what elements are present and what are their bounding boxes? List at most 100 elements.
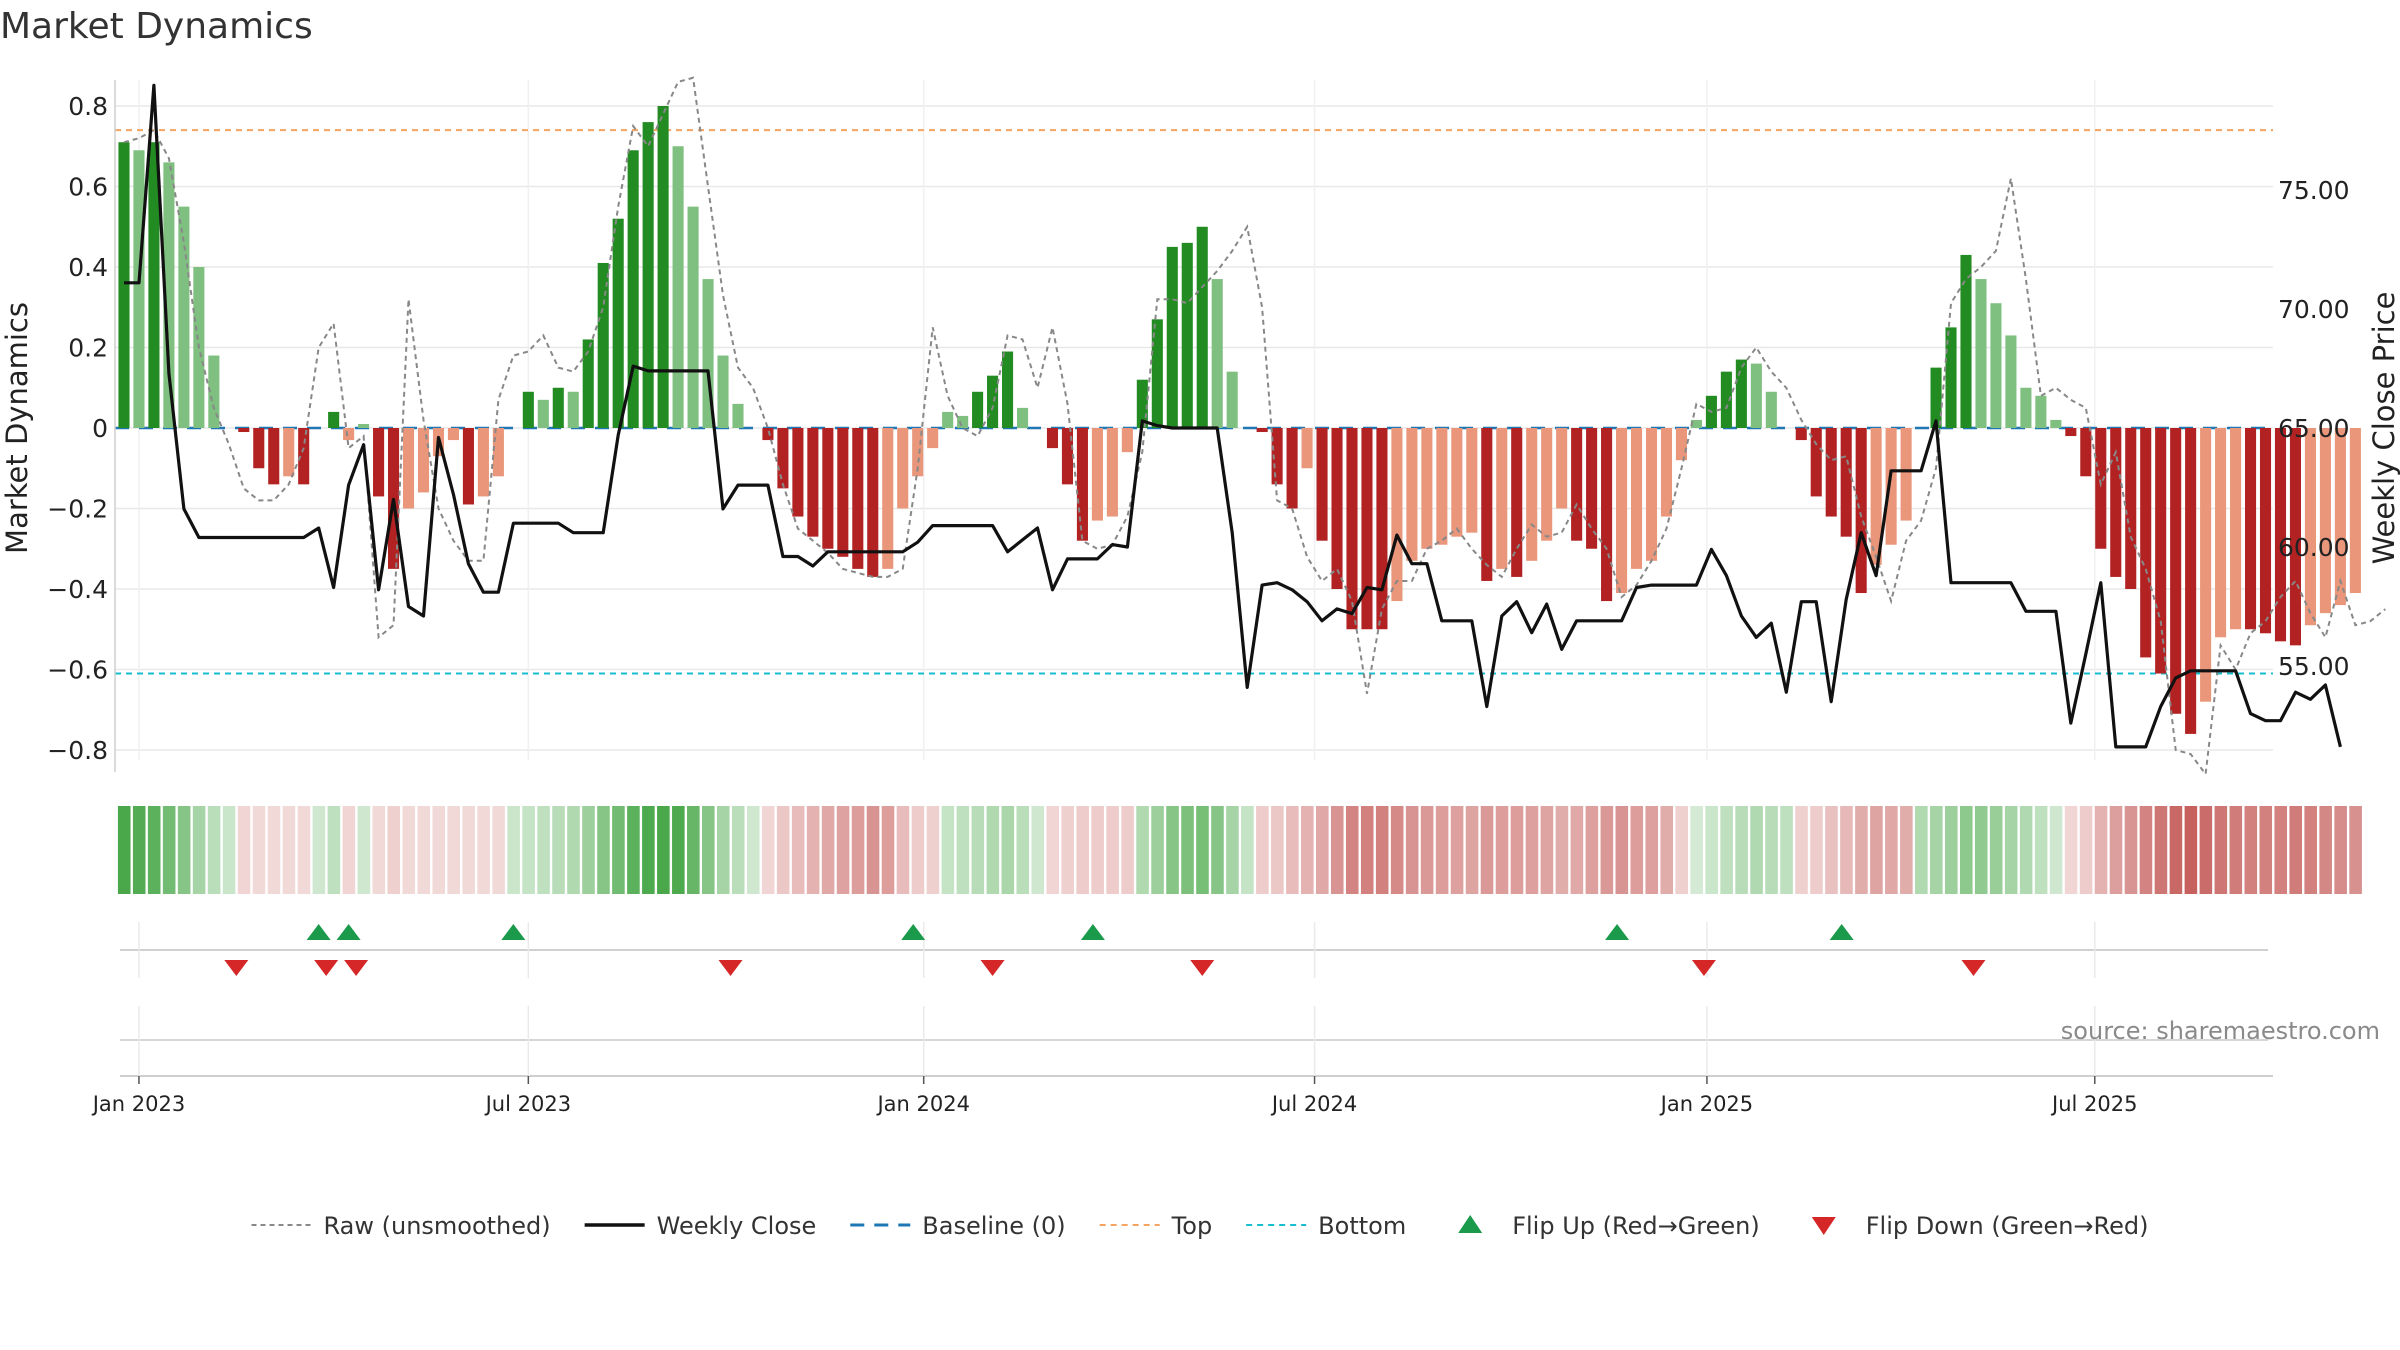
- zone-cell: [1870, 806, 1883, 894]
- dynamics-bar: [732, 403, 744, 428]
- zone-cell: [896, 806, 910, 894]
- dynamics-bar: [957, 415, 969, 428]
- zone-cell: [1885, 806, 1898, 894]
- dynamics-bar: [2095, 428, 2107, 549]
- legend-label: Raw (unsmoothed): [324, 1212, 551, 1240]
- zone-cell: [1211, 806, 1224, 894]
- zone-cell: [1241, 806, 1254, 894]
- legend-label: Flip Up (Red→Green): [1512, 1212, 1760, 1240]
- zone-cell: [971, 806, 985, 894]
- zone-cell: [851, 806, 865, 894]
- legend-label: Flip Down (Green→Red): [1866, 1212, 2149, 1240]
- dynamics-bar: [238, 428, 250, 433]
- dynamics-bar: [1016, 407, 1029, 428]
- zone-cell: [507, 806, 520, 894]
- dynamics-bar: [537, 399, 549, 428]
- x-tick-label: Jan 2025: [1659, 1092, 1754, 1116]
- dynamics-bar: [2170, 428, 2182, 714]
- zone-cell: [1316, 806, 1329, 894]
- dynamics-bar: [1975, 279, 1987, 428]
- weekly-close-line: [124, 83, 2342, 749]
- zone-cell: [297, 806, 311, 894]
- zone-cell: [2289, 806, 2303, 894]
- x-axis: Jan 2023 Jul 2023 Jan 2024 Jul 2024 Jan 2025…: [91, 1076, 2138, 1116]
- raw-series: [123, 76, 2386, 777]
- zone-cell: [117, 806, 131, 894]
- right-tick-label: 55.00: [2278, 652, 2350, 681]
- dynamics-bar: [627, 150, 639, 428]
- dynamics-bar: [118, 142, 130, 428]
- zone-cell: [2004, 806, 2018, 894]
- legend-item-bottom: Bottom: [1246, 1212, 1406, 1240]
- right-tick-label: 60.00: [2278, 533, 2350, 562]
- dynamics-bar: [522, 391, 534, 428]
- flip-up-marker: [501, 924, 526, 940]
- dynamics-bar: [1795, 428, 1807, 441]
- zone-cell: [791, 806, 805, 894]
- dynamics-bar: [837, 428, 849, 557]
- zone-cell: [1435, 806, 1449, 894]
- dynamics-bar: [2349, 428, 2361, 594]
- zone-cell: [597, 806, 610, 894]
- dynamics-bar: [1301, 428, 1313, 469]
- zone-cell: [2109, 806, 2123, 894]
- dynamics-bar: [612, 218, 624, 428]
- dynamics-bar: [2289, 428, 2302, 646]
- zone-cell: [522, 806, 535, 894]
- legend-label: Bottom: [1318, 1212, 1406, 1240]
- zone-cell: [1690, 806, 1703, 894]
- zone-cell: [1780, 806, 1793, 894]
- dynamics-bar: [1840, 428, 1852, 537]
- flip-up-marker: [1829, 924, 1854, 940]
- dynamics-bar: [567, 391, 579, 428]
- zone-cell: [1660, 806, 1674, 894]
- zone-cell: [866, 806, 880, 894]
- legend: Raw (unsmoothed) Weekly Close Baseline (0)…: [251, 1212, 2149, 1240]
- flip-down-marker: [1190, 960, 1215, 976]
- legend-label: Weekly Close: [657, 1212, 817, 1240]
- dynamics-bar: [1316, 428, 1328, 541]
- dynamics-bar: [1002, 351, 1014, 428]
- zone-cell: [1989, 806, 2003, 894]
- zone-cell: [2334, 806, 2347, 894]
- zone-cell: [1465, 806, 1479, 894]
- zone-cell: [926, 806, 940, 894]
- dynamics-bar: [1990, 303, 2002, 428]
- legend-label: Baseline (0): [922, 1212, 1065, 1240]
- dynamics-bar: [492, 428, 504, 477]
- dynamics-bars: [118, 106, 2361, 734]
- dynamics-bar: [358, 423, 370, 428]
- dynamics-bar: [1750, 363, 1762, 428]
- zone-cell: [1106, 806, 1119, 894]
- zone-cell: [687, 806, 700, 894]
- dynamics-bar: [1870, 428, 1882, 565]
- dynamics-bar: [447, 428, 459, 441]
- dynamics-bar: [1286, 428, 1298, 509]
- dynamics-bar: [2155, 428, 2167, 674]
- zone-cell: [237, 806, 251, 894]
- dynamics-bar: [2200, 428, 2212, 702]
- zone-cell: [1375, 806, 1389, 894]
- zone-cell: [2139, 806, 2153, 894]
- dynamics-bar: [1406, 428, 1418, 561]
- dynamics-bar: [2035, 395, 2047, 428]
- dynamics-bar: [253, 428, 265, 469]
- dynamics-bar: [1481, 428, 1493, 581]
- flip-down-marker: [980, 960, 1005, 976]
- dynamics-bar: [1855, 428, 1867, 594]
- dynamics-bar: [1541, 428, 1553, 541]
- dynamics-bar: [1346, 428, 1358, 630]
- dynamics-bar: [672, 146, 684, 428]
- dynamics-bar: [1046, 428, 1059, 449]
- raw-line: [123, 76, 2386, 777]
- dynamics-bar: [373, 428, 385, 497]
- zone-cell: [462, 806, 475, 894]
- zone-cell: [567, 806, 580, 894]
- zone-cell: [941, 806, 955, 894]
- zone-cell: [2019, 806, 2033, 894]
- legend-item-flip_down: Flip Down (Green→Red): [1811, 1212, 2149, 1240]
- zone-cell: [2154, 806, 2168, 894]
- zone-cell: [1121, 806, 1134, 894]
- right-tick-label: 65.00: [2278, 414, 2350, 443]
- dynamics-bar: [972, 391, 984, 428]
